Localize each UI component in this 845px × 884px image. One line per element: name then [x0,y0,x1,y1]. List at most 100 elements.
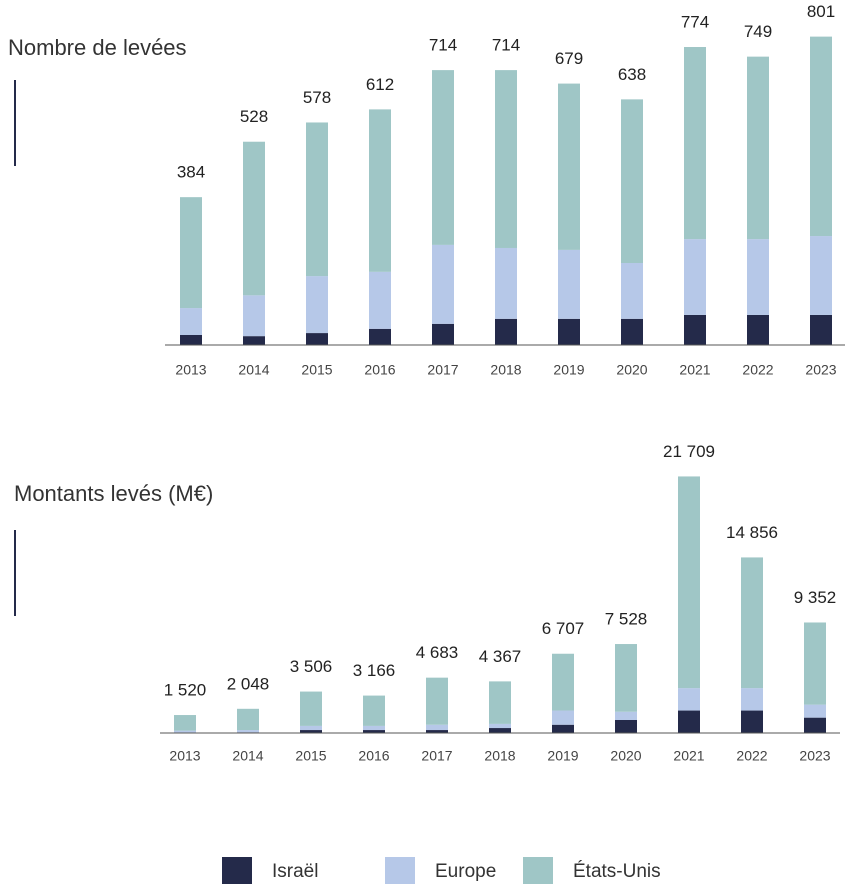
bar-segment [615,720,637,733]
x-tick-label: 2016 [358,748,389,764]
chart-title: Nombre de levées [8,35,187,60]
bar-segment [243,336,265,345]
legend-label: Israël [272,861,318,882]
bar-segment [489,723,511,729]
bar-segment [426,677,448,725]
total-label: 9 352 [794,588,837,607]
total-label: 749 [744,22,772,41]
bar-segment [369,271,391,329]
bar-segment [306,122,328,277]
legend-swatch [222,857,252,884]
total-label: 6 707 [542,619,585,638]
bar-segment [306,276,328,334]
bar-segment [180,334,202,345]
x-tick-label: 2019 [553,362,584,378]
legend-swatch [385,857,415,884]
bar-segment [237,730,259,733]
x-tick-label: 2018 [490,362,521,378]
total-label: 714 [429,36,457,55]
bar-segment [174,730,196,733]
bar-segment [804,717,826,733]
chart-title: Montants levés (M€) [14,481,213,506]
bar-segment [432,244,454,324]
bar-segment [804,704,826,718]
x-tick-label: 2015 [301,362,332,378]
bar-segment [747,314,769,345]
bar-segment [558,83,580,250]
total-label: 2 048 [227,674,270,693]
bar-segment [363,730,385,733]
x-tick-label: 2016 [364,362,395,378]
x-tick-label: 2023 [799,748,830,764]
total-label: 3 166 [353,661,396,680]
x-tick-label: 2017 [421,748,452,764]
bar-segment [369,328,391,345]
bar-segment [243,295,265,337]
bar-segment [678,688,700,711]
bar-segment [741,710,763,733]
bar-segment [369,109,391,272]
x-tick-label: 2022 [742,362,773,378]
bar-segment [552,710,574,725]
x-tick-label: 2019 [547,748,578,764]
legend-label: États-Unis [573,861,661,882]
bar-segment [615,644,637,712]
bar-segment [810,314,832,345]
bar-segment [363,725,385,731]
total-label: 384 [177,163,205,182]
x-tick-label: 2021 [673,748,704,764]
bar-segment [810,36,832,237]
bar-segment [621,99,643,263]
bar-segment [363,695,385,726]
bar-segment [741,557,763,689]
x-tick-label: 2014 [232,748,263,764]
legend-label: Europe [435,861,496,882]
bar-segment [684,239,706,315]
x-tick-label: 2023 [805,362,836,378]
x-tick-label: 2022 [736,748,767,764]
total-label: 1 520 [164,681,207,700]
x-tick-label: 2021 [679,362,710,378]
total-label: 14 856 [726,523,778,542]
x-tick-label: 2020 [616,362,647,378]
bar-segment [243,141,265,296]
bar-segment [747,56,769,240]
bar-segment [804,622,826,705]
total-label: 4 367 [479,647,522,666]
bar-segment [306,333,328,345]
bar-segment [495,318,517,345]
x-tick-label: 2015 [295,748,326,764]
bar-segment [558,318,580,345]
bar-segment [174,715,196,731]
bar-segment [426,730,448,733]
x-tick-label: 2020 [610,748,641,764]
x-tick-label: 2017 [427,362,458,378]
total-label: 4 683 [416,643,459,662]
total-label: 612 [366,75,394,94]
bar-segment [300,691,322,726]
total-label: 679 [555,49,583,68]
total-label: 7 528 [605,610,648,629]
bar-segment [495,70,517,248]
bar-segment [678,710,700,733]
bar-segment [684,314,706,345]
bar-segment [432,323,454,345]
bar-segment [741,688,763,711]
x-tick-label: 2013 [175,362,206,378]
total-label: 528 [240,107,268,126]
bar-segment [747,239,769,315]
x-tick-label: 2013 [169,748,200,764]
bar-segment [237,708,259,731]
bar-segment [180,197,202,309]
total-label: 21 709 [663,442,715,461]
total-label: 638 [618,65,646,84]
total-label: 774 [681,12,709,31]
bar-segment [552,653,574,711]
bar-segment [621,318,643,345]
bar-segment [678,476,700,689]
total-label: 714 [492,36,520,55]
bar-segment [426,724,448,731]
total-label: 3 506 [290,657,333,676]
x-tick-label: 2014 [238,362,269,378]
